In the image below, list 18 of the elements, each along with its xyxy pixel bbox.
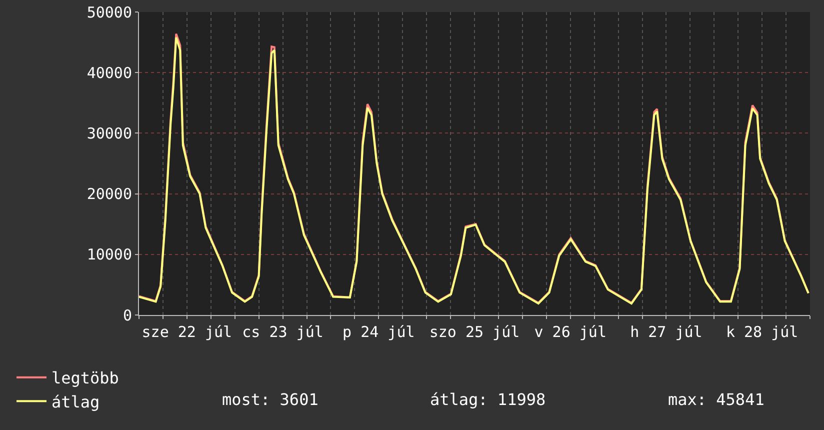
legend-label: legtöbb [52,368,119,388]
x-tick-label: v 26 júl [534,323,606,341]
y-tick-label: 20000 [86,185,132,204]
text: max: 45841 [668,390,764,409]
x-tick-label: p 24 júl [342,323,415,341]
y-tick-label: 0 [122,306,132,324]
x-tick-label: h 27 júl [630,323,702,341]
legend-label: átlag [52,392,100,412]
x-tick-label: cs 23 júl [242,323,324,341]
text: átlag: 11998 [430,390,546,409]
text: most: 3601 [222,390,318,409]
y-tick-label: 30000 [86,124,132,142]
y-tick-label: 50000 [86,3,132,22]
y-tick-label: 40000 [86,64,132,82]
x-tick-label: szo 25 júl [429,323,520,341]
x-tick-label: k 28 júl [726,323,798,341]
y-tick-label: 10000 [86,246,132,264]
x-tick-label: sze 22 júl [142,323,232,341]
